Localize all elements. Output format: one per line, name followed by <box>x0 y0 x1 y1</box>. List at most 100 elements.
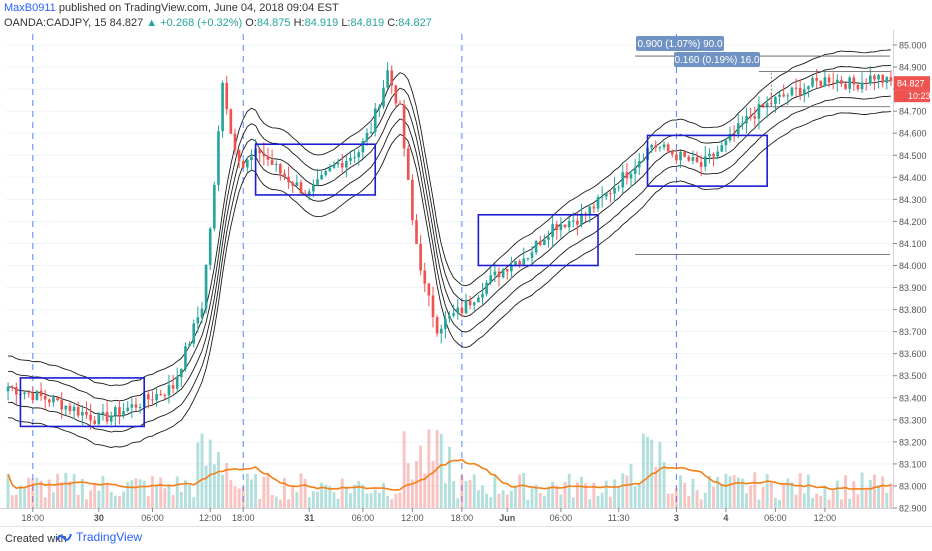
volume-bar <box>303 478 307 508</box>
candle <box>208 226 212 271</box>
volume-bar <box>485 493 489 508</box>
candle-body <box>769 103 773 105</box>
candle <box>246 156 249 173</box>
candle <box>163 393 167 400</box>
symbol-line: OANDA:CADJPY, 15 84.827 ▲ +0.268 (+0.32%… <box>4 17 432 29</box>
candle-body <box>625 172 629 179</box>
candle-body <box>349 157 352 161</box>
candle <box>365 128 369 147</box>
candle-body <box>130 404 134 408</box>
candle-body <box>184 346 187 369</box>
high-label: H: <box>293 17 305 29</box>
volume-bar <box>427 429 431 508</box>
candle <box>320 171 323 181</box>
candle <box>258 148 262 163</box>
candle <box>551 216 554 248</box>
volume-bar <box>679 475 682 508</box>
candle-body <box>109 415 113 422</box>
volume-bar <box>872 474 876 508</box>
candle-body <box>415 220 418 244</box>
candle <box>14 382 18 405</box>
candle <box>81 405 84 426</box>
candle <box>439 324 443 344</box>
candle-body <box>361 141 365 153</box>
candle <box>225 75 229 115</box>
candle-body <box>439 328 443 334</box>
close-value: 84.827 <box>398 17 432 29</box>
volume-bar <box>736 477 740 508</box>
volume-bar <box>443 483 447 508</box>
volume-bar <box>852 481 856 508</box>
volume-bar <box>179 491 183 508</box>
candle-body <box>295 182 299 186</box>
candle-body <box>31 393 35 401</box>
candle <box>642 153 645 162</box>
candle-body <box>840 79 843 84</box>
candle-body <box>790 87 794 96</box>
candle-body <box>444 318 447 329</box>
consolidation-box <box>477 213 599 267</box>
candle <box>666 142 670 153</box>
candle <box>720 139 724 153</box>
last-price: 84.827 <box>109 17 144 29</box>
candle <box>835 74 839 92</box>
candle <box>522 247 526 265</box>
price-tick-label: 83.600 <box>899 349 927 359</box>
candle-body <box>497 271 501 278</box>
candle <box>192 319 196 348</box>
volume-bar <box>613 479 616 508</box>
candle <box>848 75 852 94</box>
candle <box>390 65 394 94</box>
candle-body <box>431 295 435 318</box>
volume-bar <box>856 494 860 508</box>
volume-bar <box>192 497 196 508</box>
candle-body <box>27 392 31 394</box>
candle <box>250 149 253 171</box>
candle <box>332 160 336 169</box>
volume-bar <box>316 491 319 508</box>
volume-bar <box>109 491 113 508</box>
candle <box>732 125 736 142</box>
volume-bar <box>621 473 625 508</box>
time-tick-label: 18:00 <box>22 513 45 523</box>
candle-body <box>538 241 542 245</box>
author-link[interactable]: MaxB0911 <box>4 2 56 14</box>
candle <box>889 70 893 86</box>
candle <box>35 390 39 401</box>
candle-body <box>613 187 616 194</box>
candle-body <box>753 116 757 119</box>
price-tick-label: 84.100 <box>899 239 927 249</box>
volume-bar <box>600 492 604 508</box>
volume-bar <box>716 477 720 508</box>
candle <box>724 139 728 153</box>
price-tick-label: 84.000 <box>899 261 927 271</box>
candle-body <box>237 149 241 162</box>
candle <box>505 268 509 280</box>
candle <box>538 235 542 246</box>
candle <box>39 382 43 401</box>
volume-bar <box>654 466 658 508</box>
candle-body <box>868 75 872 84</box>
candle-body <box>576 220 579 225</box>
price-chart[interactable]: 0.900 (1.07%) 90.0 0.160 (0.19%) 16.0 85.0… <box>0 30 932 526</box>
candle-body <box>43 395 47 400</box>
candle-body <box>481 293 484 298</box>
candle-body <box>299 182 303 194</box>
candle <box>617 185 620 192</box>
symbol-label: OANDA:CADJPY, 15 <box>4 17 107 29</box>
candle <box>633 159 637 184</box>
volume-bar <box>658 441 662 508</box>
tradingview-brand[interactable]: TradingView <box>56 530 142 544</box>
candle <box>369 122 373 135</box>
candle-body <box>105 411 109 422</box>
price-tick-label: 84.500 <box>899 151 927 161</box>
candle <box>811 76 814 88</box>
envelope-band-line <box>8 111 891 448</box>
volume-bar <box>229 479 233 508</box>
low-value: 84.819 <box>350 17 385 29</box>
candle <box>134 397 138 412</box>
volume-bar <box>452 481 456 508</box>
candle-body <box>741 123 744 125</box>
volume-bar <box>782 483 786 508</box>
candle-body <box>270 159 274 165</box>
